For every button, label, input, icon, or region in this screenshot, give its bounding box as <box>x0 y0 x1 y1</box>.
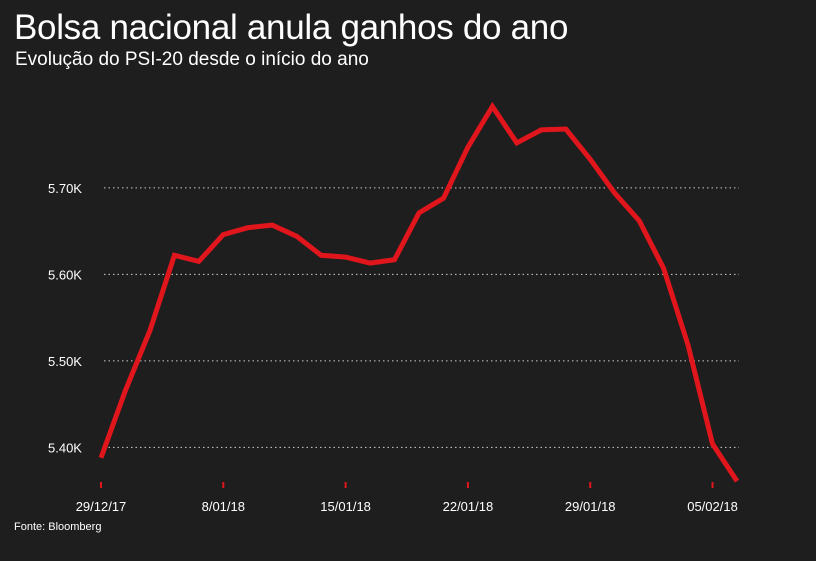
y-tick-label: 5.40K <box>48 440 82 455</box>
x-tick-label: 8/01/18 <box>202 499 245 514</box>
y-tick-label: 5.50K <box>48 354 82 369</box>
x-tick-label: 22/01/18 <box>443 499 494 514</box>
source-note: Fonte: Bloomberg <box>14 521 102 533</box>
chart-title: Bolsa nacional anula ganhos do ano <box>14 8 569 47</box>
chart-subtitle: Evolução do PSI-20 desde o início do ano <box>15 49 369 70</box>
x-tick-label: 29/01/18 <box>565 499 616 514</box>
series-line-psi20 <box>98 101 740 483</box>
x-tick-label: 05/02/18 <box>687 499 738 514</box>
y-tick-label: 5.60K <box>48 267 82 282</box>
y-tick-label: 5.70K <box>48 181 82 196</box>
x-tick-label: 29/12/17 <box>76 499 127 514</box>
x-tick-label: 15/01/18 <box>320 499 371 514</box>
